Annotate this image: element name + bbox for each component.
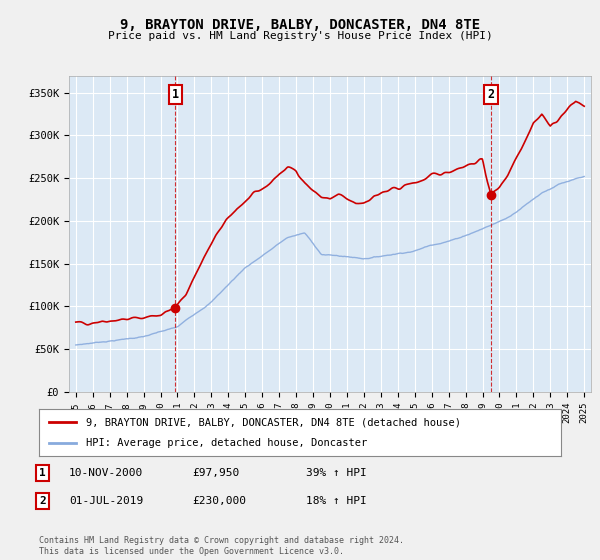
Text: 18% ↑ HPI: 18% ↑ HPI — [306, 496, 367, 506]
Text: 1: 1 — [172, 88, 179, 101]
Text: Contains HM Land Registry data © Crown copyright and database right 2024.
This d: Contains HM Land Registry data © Crown c… — [39, 536, 404, 556]
Text: 10-NOV-2000: 10-NOV-2000 — [69, 468, 143, 478]
Text: 1: 1 — [39, 468, 46, 478]
Text: 01-JUL-2019: 01-JUL-2019 — [69, 496, 143, 506]
Text: Price paid vs. HM Land Registry's House Price Index (HPI): Price paid vs. HM Land Registry's House … — [107, 31, 493, 41]
Text: 9, BRAYTON DRIVE, BALBY, DONCASTER, DN4 8TE (detached house): 9, BRAYTON DRIVE, BALBY, DONCASTER, DN4 … — [86, 417, 461, 427]
Text: 2: 2 — [487, 88, 494, 101]
Text: 9, BRAYTON DRIVE, BALBY, DONCASTER, DN4 8TE: 9, BRAYTON DRIVE, BALBY, DONCASTER, DN4 … — [120, 18, 480, 32]
Text: £97,950: £97,950 — [192, 468, 239, 478]
Text: £230,000: £230,000 — [192, 496, 246, 506]
Text: HPI: Average price, detached house, Doncaster: HPI: Average price, detached house, Donc… — [86, 438, 367, 448]
Text: 39% ↑ HPI: 39% ↑ HPI — [306, 468, 367, 478]
Text: 2: 2 — [39, 496, 46, 506]
